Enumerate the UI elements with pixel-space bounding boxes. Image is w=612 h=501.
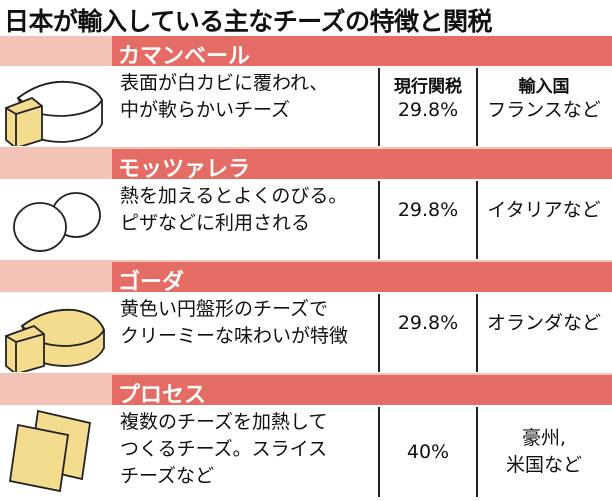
- column-divider: [476, 68, 478, 146]
- tariff-value: 40%: [406, 441, 450, 463]
- section-title-bar: [112, 262, 612, 292]
- cheese-section-processed: プロセス 複数のチーズを加熱して つくるチーズ。スライス チーズなど 40% 豪…: [0, 375, 612, 501]
- tariff-value: 29.8%: [397, 199, 459, 221]
- mozzarella-icon: [13, 192, 101, 252]
- origin-value: 米国など: [505, 454, 582, 476]
- cheese-section-camembert: カマンベール 表面が白カビに覆われ、 中が軟らかいチーズ 現行関税 輸入国 29…: [0, 36, 612, 149]
- column-divider: [378, 407, 380, 497]
- origin-value: イタリアなど: [487, 199, 601, 221]
- section-title-bar: [112, 375, 612, 405]
- cheese-description-line: チーズなど: [120, 465, 215, 487]
- cheese-description-line: 熱を加えるとよくのびる。: [120, 185, 348, 207]
- column-divider: [378, 181, 380, 259]
- gouda-icon: [5, 308, 105, 372]
- cheese-description-line: 中が軟らかいチーズ: [120, 99, 291, 121]
- cheese-description-line: つくるチーズ。スライス: [120, 438, 328, 460]
- column-divider: [476, 407, 478, 497]
- section-title-bar: [112, 36, 612, 66]
- origin-value: 豪州,: [521, 427, 567, 449]
- cheese-section-gouda: ゴーダ 黄色い円盤形のチーズで クリーミーな味わいが特徴 29.8% オランダな…: [0, 262, 612, 375]
- column-divider: [378, 68, 380, 146]
- cheese-description-line: 表面が白カビに覆われ、: [120, 72, 329, 94]
- cheese-description-line: クリーミーな味わいが特徴: [120, 325, 349, 347]
- cheese-description-line: ピザなどに利用される: [120, 212, 311, 234]
- column-divider: [476, 181, 478, 259]
- tariff-column-header: 現行関税: [394, 77, 462, 97]
- section-divider: [0, 373, 612, 375]
- cheese-description-line: 複数のチーズを加熱して: [120, 411, 328, 433]
- processed-cheese-icon: [8, 409, 92, 493]
- section-title-bar: [112, 149, 612, 179]
- cheese-name: ゴーダ: [118, 270, 185, 295]
- camembert-icon: [5, 80, 104, 146]
- column-divider: [476, 294, 478, 372]
- page-title: 日本が輸入している主なチーズの特徴と関税: [4, 7, 493, 36]
- tariff-value: 29.8%: [397, 312, 459, 334]
- column-divider: [378, 294, 380, 372]
- section-divider: [0, 147, 612, 149]
- cheese-section-mozzarella: モッツァレラ 熱を加えるとよくのびる。 ピザなどに利用される 29.8% イタリ…: [0, 149, 612, 262]
- tariff-value: 29.8%: [397, 99, 459, 121]
- section-divider: [0, 260, 612, 262]
- origin-column-header: 輸入国: [518, 77, 570, 97]
- cheese-name: プロセス: [118, 383, 207, 408]
- origin-value: フランスなど: [487, 99, 601, 121]
- origin-value: オランダなど: [486, 312, 601, 334]
- cheese-description-line: 黄色い円盤形のチーズで: [120, 298, 329, 320]
- cheese-name: カマンベール: [118, 44, 251, 69]
- cheese-name: モッツァレラ: [118, 157, 251, 182]
